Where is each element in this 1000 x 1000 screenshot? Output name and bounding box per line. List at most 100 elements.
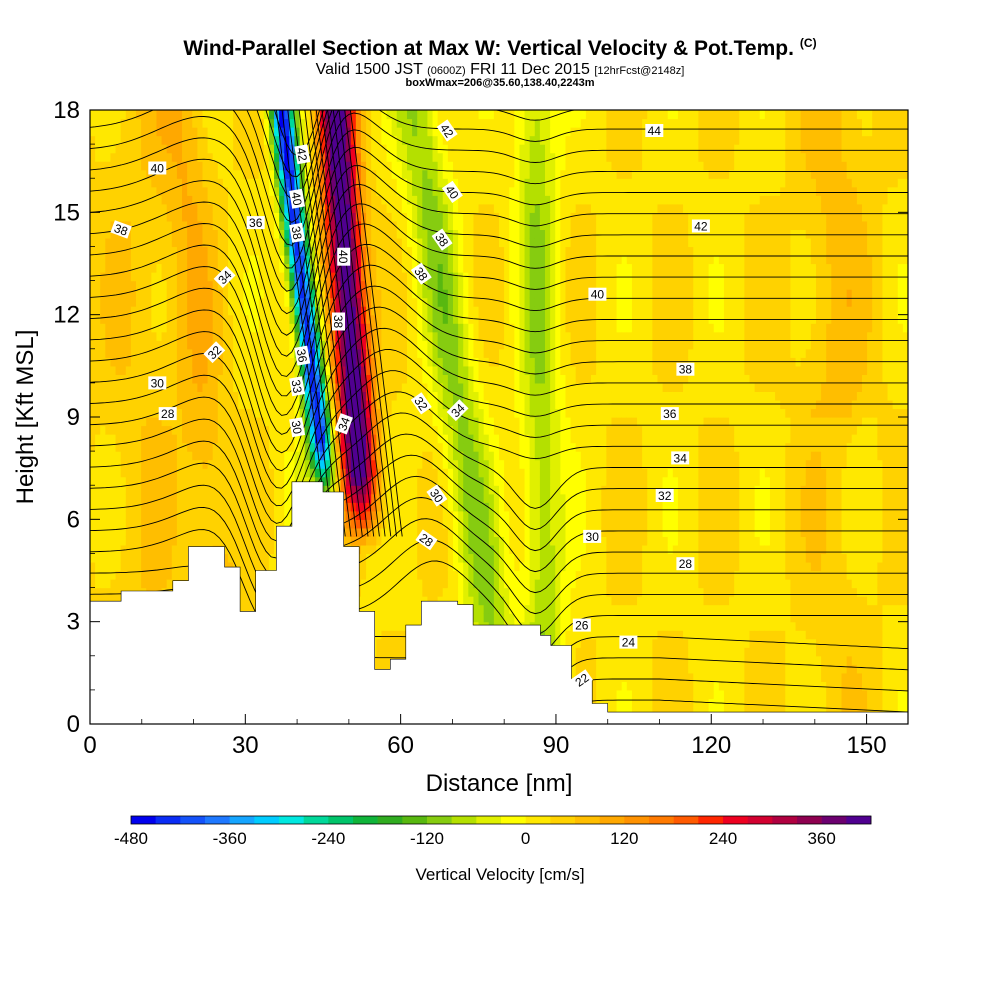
field-cell bbox=[233, 485, 239, 495]
field-cell bbox=[228, 417, 234, 427]
field-cell bbox=[166, 127, 173, 137]
field-cell bbox=[202, 246, 209, 256]
field-cell bbox=[386, 169, 393, 179]
field-cell bbox=[304, 297, 311, 307]
field-cell bbox=[217, 476, 224, 486]
field-cell bbox=[151, 485, 158, 495]
field-cell bbox=[166, 468, 173, 478]
field-cell bbox=[263, 246, 270, 256]
field-cell bbox=[253, 434, 260, 444]
field-cell bbox=[412, 306, 418, 316]
field-cell bbox=[202, 323, 209, 333]
field-cell bbox=[289, 297, 296, 307]
field-cell bbox=[202, 203, 209, 213]
field-cell bbox=[95, 587, 101, 597]
field-cell bbox=[314, 195, 321, 205]
field-cell bbox=[412, 561, 418, 572]
field-cell bbox=[238, 161, 244, 171]
field-cell bbox=[432, 527, 439, 537]
field-cell bbox=[136, 502, 142, 512]
field-cell bbox=[95, 178, 101, 188]
field-cell bbox=[130, 331, 137, 341]
field-cell bbox=[192, 203, 198, 213]
field-cell bbox=[386, 340, 393, 350]
field-cell bbox=[284, 246, 290, 256]
field-cell bbox=[151, 306, 158, 316]
field-cell bbox=[156, 544, 163, 555]
field-cell bbox=[355, 203, 362, 213]
field-cell bbox=[238, 348, 244, 358]
field-cell bbox=[391, 280, 398, 290]
field-cell bbox=[427, 169, 434, 179]
field-cell bbox=[207, 280, 214, 290]
field-cell bbox=[100, 144, 106, 154]
field-cell bbox=[207, 365, 214, 375]
field-cell bbox=[371, 263, 377, 273]
field-cell bbox=[248, 570, 255, 580]
field-cell bbox=[381, 391, 388, 401]
field-cell bbox=[222, 118, 229, 128]
field-cell bbox=[187, 493, 193, 503]
field-cell bbox=[406, 468, 413, 478]
field-cell bbox=[258, 289, 265, 299]
field-cell bbox=[202, 536, 209, 546]
field-cell bbox=[422, 323, 429, 333]
field-cell bbox=[192, 246, 198, 256]
field-cell bbox=[238, 289, 244, 299]
field-cell bbox=[309, 425, 316, 435]
field-cell bbox=[110, 127, 117, 137]
field-cell bbox=[136, 144, 142, 154]
field-cell bbox=[340, 399, 347, 410]
field-cell bbox=[248, 536, 255, 546]
field-cell bbox=[279, 280, 285, 290]
field-cell bbox=[130, 399, 137, 410]
field-cell bbox=[105, 596, 112, 606]
field-cell bbox=[289, 110, 296, 120]
field-cell bbox=[386, 110, 393, 120]
field-cell bbox=[136, 519, 142, 529]
field-cell bbox=[207, 254, 214, 265]
field-cell bbox=[381, 365, 388, 375]
field-cell bbox=[340, 442, 347, 452]
field-cell bbox=[120, 314, 127, 324]
field-cell bbox=[412, 391, 418, 401]
field-cell bbox=[202, 306, 209, 316]
field-cell bbox=[335, 212, 342, 222]
field-cell bbox=[166, 442, 173, 452]
field-cell bbox=[197, 161, 204, 171]
field-cell bbox=[95, 408, 101, 418]
field-cell bbox=[258, 263, 265, 273]
field-cell bbox=[243, 289, 250, 299]
field-cell bbox=[176, 536, 183, 546]
field-cell bbox=[136, 348, 142, 358]
field-cell bbox=[263, 331, 270, 341]
field-cell bbox=[284, 161, 290, 171]
field-cell bbox=[217, 118, 224, 128]
field-cell bbox=[197, 476, 204, 486]
field-cell bbox=[350, 417, 357, 427]
field-cell bbox=[151, 434, 158, 444]
field-cell bbox=[350, 391, 357, 401]
field-cell bbox=[335, 203, 342, 213]
field-cell bbox=[396, 553, 403, 563]
field-cell bbox=[294, 161, 301, 171]
field-cell bbox=[309, 365, 316, 375]
field-cell bbox=[207, 476, 214, 486]
field-cell bbox=[187, 263, 193, 273]
field-cell bbox=[432, 297, 439, 307]
field-cell bbox=[412, 510, 418, 520]
field-cell bbox=[412, 544, 418, 555]
field-cell bbox=[141, 544, 147, 555]
field-cell bbox=[386, 638, 393, 648]
field-cell bbox=[253, 451, 260, 461]
field-cell bbox=[412, 502, 418, 512]
field-cell bbox=[427, 493, 434, 503]
field-cell bbox=[197, 323, 204, 333]
field-cell bbox=[355, 118, 362, 128]
field-cell bbox=[228, 254, 234, 265]
field-cell bbox=[412, 519, 418, 529]
field-cell bbox=[417, 297, 423, 307]
field-cell bbox=[171, 203, 178, 213]
field-cell bbox=[335, 127, 342, 137]
field-cell bbox=[386, 587, 393, 597]
